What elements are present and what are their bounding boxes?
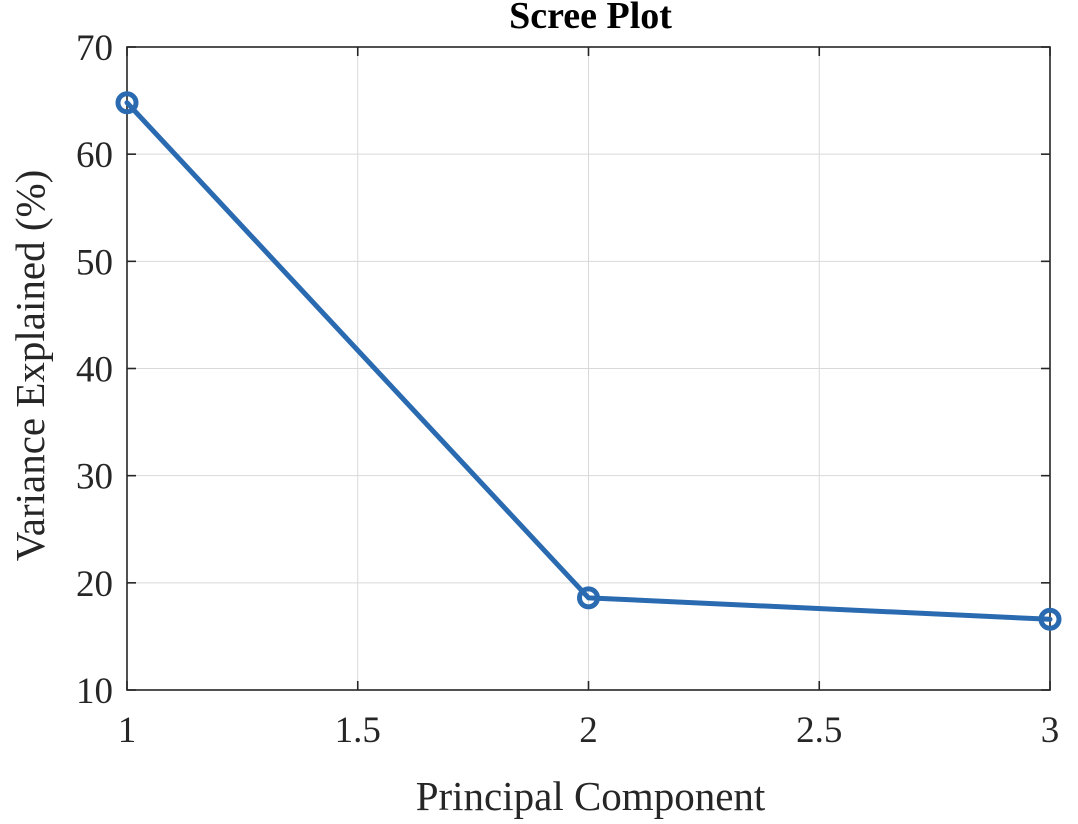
x-tick-label: 1.5	[335, 710, 381, 751]
data-point-marker	[577, 586, 600, 610]
y-tick-label: 60	[76, 135, 113, 176]
series-line	[124, 100, 1053, 622]
y-tick-label: 30	[76, 457, 113, 498]
y-axis-title: Variance Explained (%)	[7, 170, 53, 562]
grid-layer	[127, 47, 1050, 690]
x-tick-label: 2.5	[796, 710, 842, 751]
y-tick-label: 20	[76, 564, 113, 605]
y-tick-label: 40	[76, 350, 113, 391]
x-tick-label: 2	[579, 710, 598, 751]
y-tick-label: 10	[76, 671, 113, 712]
x-axis-title: Principal Component	[416, 773, 766, 819]
series-layer	[115, 91, 1062, 631]
y-tick-label: 70	[76, 28, 113, 69]
x-tick-label: 3	[1041, 710, 1060, 751]
chart-title: Scree Plot	[509, 0, 672, 37]
data-point-marker	[115, 91, 139, 115]
y-tick-label: 50	[76, 242, 113, 283]
x-tick-label: 1	[118, 710, 137, 751]
tick-layer: 1 1.5 2 2.5 3 10 20 30 40 50 60 70	[76, 28, 1059, 751]
data-point-marker	[1038, 607, 1062, 631]
